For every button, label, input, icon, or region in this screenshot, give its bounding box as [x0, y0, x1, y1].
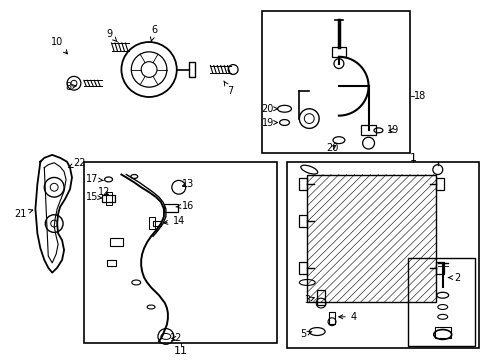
- Text: 3: 3: [304, 295, 313, 305]
- Bar: [299, 179, 306, 190]
- Text: 13: 13: [181, 179, 193, 189]
- Text: 17: 17: [85, 175, 103, 184]
- Text: 9: 9: [106, 29, 117, 42]
- Text: 16: 16: [176, 201, 193, 211]
- Text: 20: 20: [261, 104, 277, 114]
- Text: 4: 4: [338, 312, 356, 322]
- Bar: [299, 215, 306, 226]
- Text: 7: 7: [224, 81, 233, 96]
- Bar: [106, 260, 116, 266]
- Bar: [407, 258, 474, 346]
- Bar: [102, 195, 115, 202]
- Text: 1: 1: [409, 153, 416, 163]
- Text: 22: 22: [68, 158, 86, 168]
- Text: 6: 6: [150, 25, 157, 41]
- Bar: [188, 62, 194, 77]
- Text: 10: 10: [51, 37, 67, 54]
- Text: 12: 12: [98, 187, 111, 197]
- Text: 14: 14: [163, 216, 184, 226]
- Bar: [331, 47, 345, 57]
- Text: 19: 19: [261, 117, 277, 127]
- Bar: [435, 262, 443, 274]
- Text: 20: 20: [325, 143, 338, 153]
- Bar: [306, 175, 435, 302]
- Text: 21: 21: [14, 209, 33, 219]
- Text: 12: 12: [169, 333, 182, 343]
- Text: 11: 11: [173, 346, 187, 356]
- Bar: [286, 162, 478, 348]
- Bar: [434, 327, 450, 338]
- Bar: [149, 217, 155, 229]
- Text: 15: 15: [85, 192, 102, 202]
- Text: 2: 2: [447, 273, 460, 283]
- Text: 8: 8: [65, 82, 77, 92]
- Text: 18: 18: [413, 91, 426, 101]
- Text: 19: 19: [386, 125, 399, 135]
- Bar: [109, 238, 123, 246]
- Bar: [153, 221, 161, 226]
- Text: 5: 5: [300, 329, 311, 339]
- Bar: [328, 312, 334, 324]
- Bar: [435, 179, 443, 190]
- Bar: [317, 290, 325, 305]
- Bar: [163, 204, 178, 212]
- Bar: [360, 125, 376, 135]
- Bar: [105, 192, 111, 205]
- Bar: [83, 162, 276, 343]
- Bar: [261, 11, 409, 153]
- Bar: [299, 262, 306, 274]
